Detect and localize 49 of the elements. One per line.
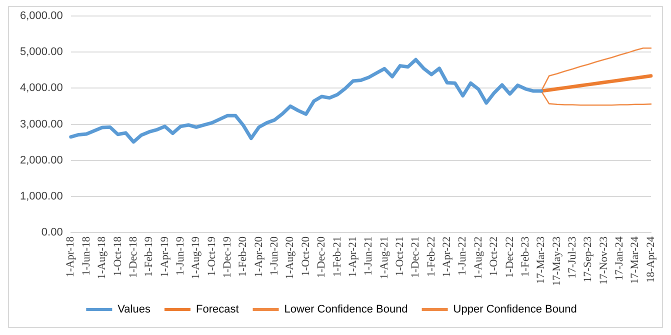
x-tick-label: 1-Oct-22: [488, 236, 500, 276]
x-tick-label: 1-Aug-20: [284, 236, 296, 280]
legend-label: Lower Confidence Bound: [284, 304, 408, 316]
x-tick-label: 1-Jun-20: [268, 236, 281, 276]
x-tick-label: 1-Feb-23: [519, 236, 532, 277]
y-tick-label: 0.00: [41, 226, 63, 239]
x-tick-label: 1-Feb-19: [143, 236, 156, 277]
y-tick-label: 4,000.00: [20, 82, 63, 94]
x-tick-label: 1-Jun-22: [456, 236, 469, 276]
x-tick-label: 1-Dec-19: [222, 236, 234, 278]
x-tick-label: 17-Nov-23: [598, 236, 610, 285]
x-tick-label: 17-Jan-24: [614, 236, 626, 281]
y-tick-label: 2,000.00: [20, 154, 63, 166]
x-tick-label: 1-Feb-22: [425, 236, 438, 277]
x-tick-label: 1-Aug-22: [472, 236, 484, 280]
x-tick-label: 17-Jul-23: [566, 236, 578, 279]
x-tick-label: 1-Jun-18: [80, 236, 92, 276]
x-tick-label: 1-Apr-19: [158, 236, 171, 278]
y-tick-label: 6,000.00: [20, 10, 63, 22]
legend-label: Forecast: [196, 304, 239, 316]
legend-label: Values: [118, 304, 151, 316]
x-tick-label: 17-Mar-23: [535, 236, 548, 284]
x-tick-label: 17-Mar-24: [629, 236, 642, 284]
x-tick-label: 17-May-23: [550, 236, 563, 286]
y-tick-label: 5,000.00: [20, 46, 63, 58]
x-tick-label: 1-Dec-20: [316, 236, 328, 278]
x-tick-label: 17-Sep-23: [582, 236, 594, 282]
x-tick-label: 1-Jun-19: [174, 236, 186, 276]
x-tick-label: 1-Dec-21: [410, 236, 422, 278]
x-tick-label: 1-Feb-20: [237, 236, 250, 277]
x-tick-label: 18-Apr-24: [644, 236, 657, 283]
x-tick-label: 1-Feb-21: [331, 236, 344, 277]
y-tick-label: 3,000.00: [20, 118, 63, 130]
y-tick-label: 1,000.00: [20, 190, 63, 202]
x-tick-label: 1-Aug-19: [190, 236, 202, 280]
x-tick-label: 1-Oct-19: [206, 236, 218, 276]
x-tick-label: 1-Aug-18: [96, 236, 108, 280]
x-tick-label: 1-Dec-18: [127, 236, 140, 278]
x-tick-label: 1-Apr-20: [252, 236, 265, 278]
x-tick-label: 1-Jun-21: [362, 236, 375, 276]
x-tick-label: 1-Oct-21: [394, 236, 406, 276]
x-tick-label: 1-Apr-21: [346, 236, 359, 278]
x-tick-label: 1-Dec-22: [504, 236, 516, 278]
x-tick-label: 1-Oct-18: [112, 236, 124, 276]
legend-label: Upper Confidence Bound: [453, 304, 577, 316]
x-tick-label: 1-Apr-22: [441, 236, 454, 278]
x-tick-label: 1-Oct-20: [300, 236, 312, 276]
x-tick-label: 1-Apr-18: [64, 236, 77, 278]
x-tick-label: 1-Aug-21: [378, 236, 390, 280]
